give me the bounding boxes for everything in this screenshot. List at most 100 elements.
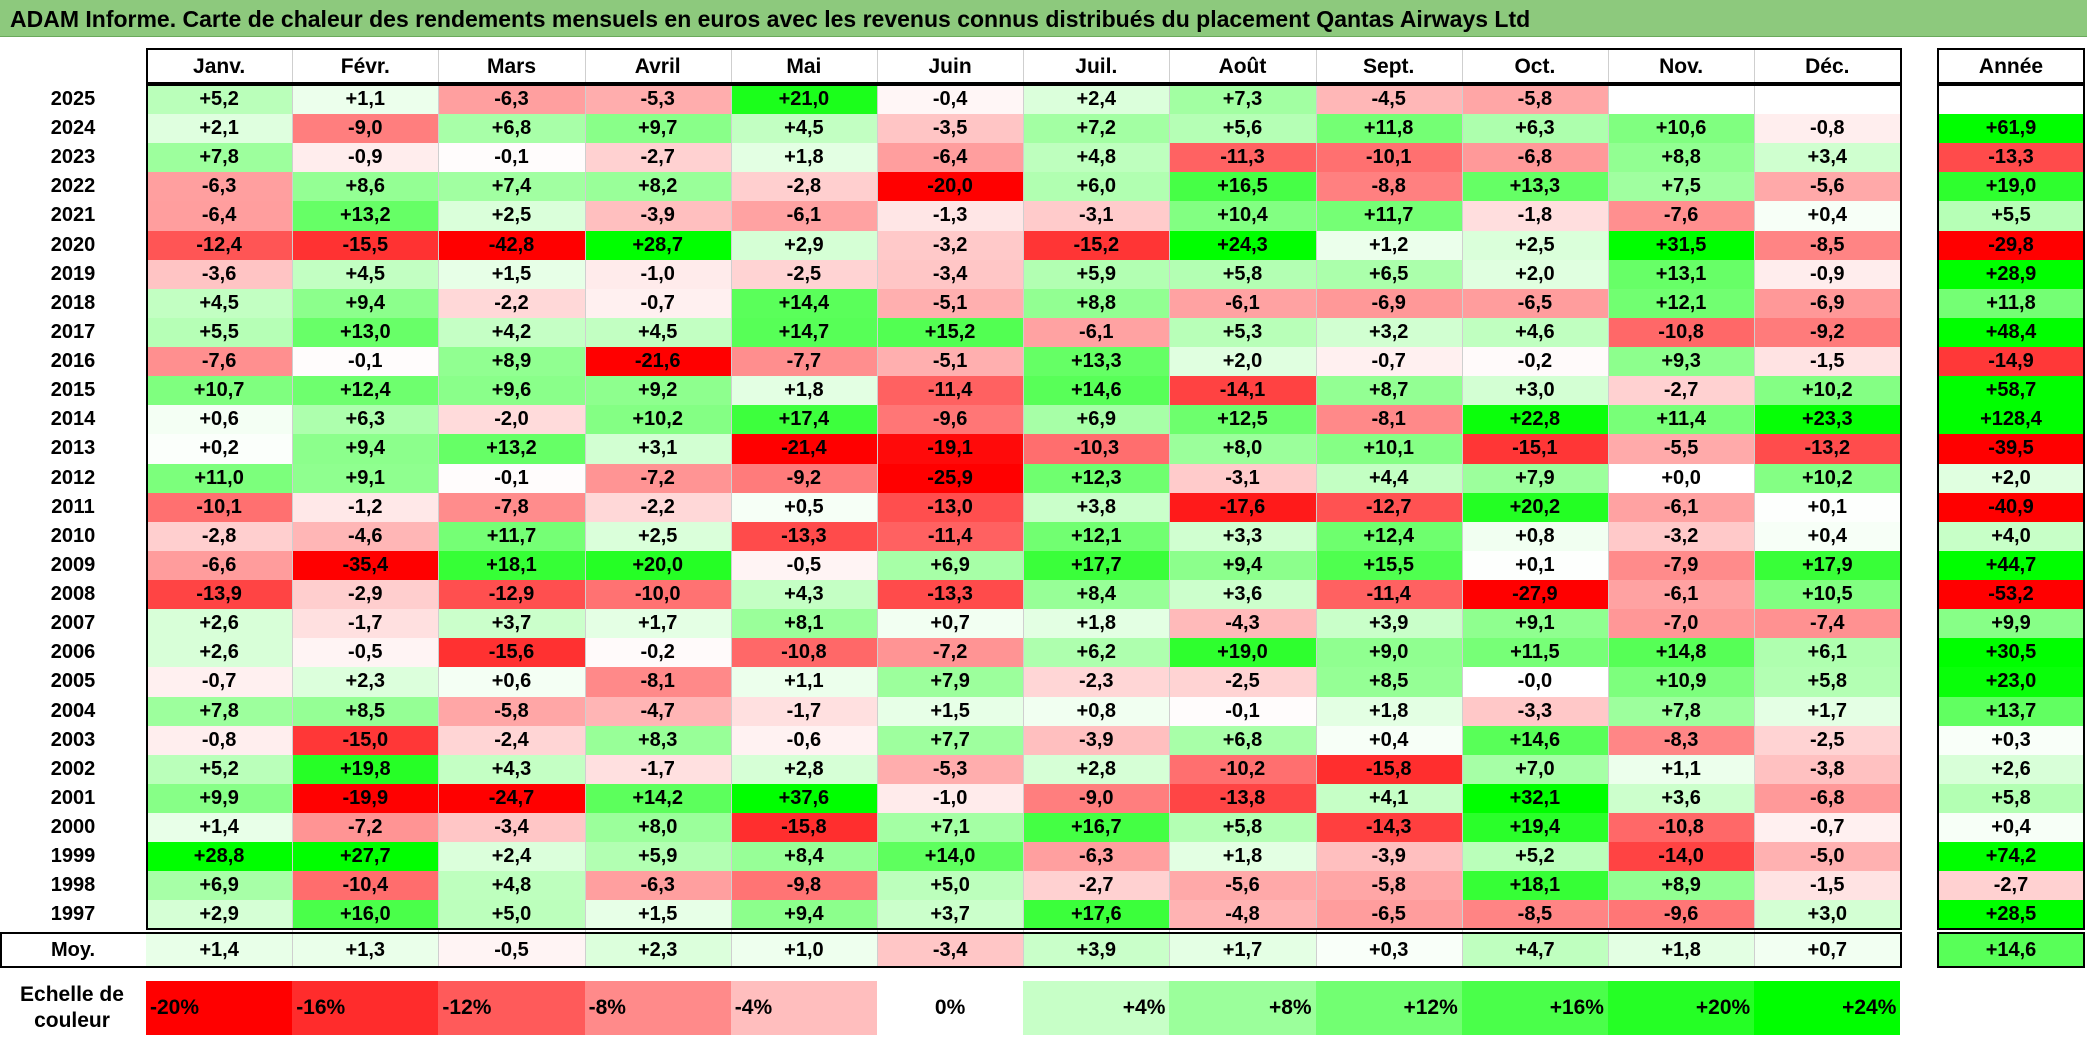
heatmap-cell: -0,8 — [1754, 114, 1901, 144]
annual-cell: +61,9 — [1938, 114, 2084, 144]
heatmap-cell: +7,5 — [1608, 172, 1755, 202]
annual-cell: +13,7 — [1938, 696, 2084, 726]
heatmap-cell: -6,6 — [146, 550, 293, 581]
row-year-label: 2015 — [50, 379, 96, 402]
heatmap-cell: -7,6 — [146, 347, 293, 377]
annual-cell: -2,7 — [1938, 871, 2084, 901]
color-scale-step: +20% — [1608, 981, 1755, 1035]
heatmap-cell: -5,3 — [584, 85, 731, 115]
annual-cell: -13,3 — [1938, 143, 2084, 173]
row-year-label: 2012 — [50, 466, 96, 489]
heatmap-cell: +9,0 — [1315, 638, 1462, 668]
heatmap-cell: +10,9 — [1608, 667, 1755, 697]
heatmap-cell: -2,3 — [1023, 667, 1170, 697]
heatmap-cell: -8,5 — [1461, 900, 1608, 930]
heatmap-cell: +32,1 — [1461, 783, 1608, 813]
heatmap-cell: -2,9 — [292, 580, 439, 610]
row-year-label: 1998 — [50, 874, 96, 897]
grid-line — [1169, 50, 1171, 966]
column-header: Févr. — [340, 55, 390, 78]
heatmap-cell: +13,2 — [292, 201, 439, 231]
row-year-label: 2013 — [50, 437, 96, 460]
heatmap-cell: +31,5 — [1608, 230, 1755, 260]
heatmap-cell: -2,5 — [1169, 667, 1316, 697]
heatmap-cell: +5,2 — [146, 85, 293, 115]
heatmap-cell: +18,1 — [438, 550, 585, 581]
heatmap-cell: +12,3 — [1023, 463, 1170, 493]
heatmap-cell: -1,8 — [1461, 201, 1608, 231]
heatmap-cell: +7,8 — [146, 696, 293, 726]
heatmap-cell: -5,1 — [877, 288, 1024, 318]
heatmap-cell: +9,3 — [1608, 347, 1755, 377]
heatmap-cell: -0,6 — [730, 725, 877, 755]
average-cell: +4,7 — [1461, 934, 1608, 966]
heatmap-cell: +6,5 — [1315, 259, 1462, 289]
heatmap-cell: +17,6 — [1023, 900, 1170, 930]
heatmap-cell: -5,3 — [877, 754, 1024, 784]
heatmap-cell: +9,2 — [584, 376, 731, 406]
average-cell: +2,3 — [584, 934, 731, 966]
heatmap-cell: +9,4 — [730, 900, 877, 930]
grid-line — [1023, 50, 1025, 966]
heatmap-cell: +2,8 — [730, 754, 877, 784]
chart-title: ADAM Informe. Carte de chaleur des rende… — [10, 6, 1531, 32]
heatmap-cell: +2,3 — [292, 667, 439, 697]
row-year-label: 2019 — [50, 262, 96, 285]
heatmap-cell: +5,9 — [584, 842, 731, 872]
row-year-label: 2017 — [50, 320, 96, 343]
heatmap-cell: +0,4 — [1754, 521, 1901, 551]
heatmap-cell: +8,2 — [584, 172, 731, 202]
heatmap-cell: -11,4 — [1315, 580, 1462, 610]
heatmap-cell: -5,1 — [877, 347, 1024, 377]
heatmap-cell: +2,1 — [146, 114, 293, 144]
heatmap-cell: -3,9 — [584, 201, 731, 231]
average-cell: -0,5 — [438, 934, 585, 966]
heatmap-cell: +7,8 — [146, 143, 293, 173]
row-year-label: 2003 — [50, 728, 96, 751]
heatmap-cell: -14,1 — [1169, 376, 1316, 406]
heatmap-cell: +16,7 — [1023, 813, 1170, 843]
heatmap-cell: +3,2 — [1315, 317, 1462, 348]
heatmap-cell: +24,3 — [1169, 230, 1316, 260]
heatmap-cell: -9,6 — [1608, 900, 1755, 930]
heatmap-cell: -4,7 — [584, 696, 731, 726]
color-scale-step: -12% — [438, 981, 585, 1035]
row-year-label: 2009 — [50, 553, 96, 576]
heatmap-cell: +14,6 — [1023, 376, 1170, 406]
year-column-header: Année — [1978, 55, 2044, 78]
heatmap-cell: +7,7 — [877, 725, 1024, 755]
heatmap-cell: -1,5 — [1754, 871, 1901, 901]
color-scale-step: +16% — [1461, 981, 1608, 1035]
heatmap-cell: -0,5 — [292, 638, 439, 668]
heatmap-cell: +11,7 — [438, 521, 585, 551]
color-scale-step: -4% — [730, 981, 877, 1035]
heatmap-cell: -2,8 — [730, 172, 877, 202]
heatmap-cell: +4,2 — [438, 317, 585, 348]
heatmap-cell: +21,0 — [730, 85, 877, 115]
heatmap-cell: +1,5 — [877, 696, 1024, 726]
heatmap-cell: -12,7 — [1315, 492, 1462, 522]
heatmap-cell: -1,5 — [1754, 347, 1901, 377]
heatmap-cell: +4,3 — [438, 754, 585, 784]
heatmap-cell: +11,8 — [1315, 114, 1462, 144]
heatmap-cell: -9,0 — [1023, 783, 1170, 813]
heatmap-cell: +3,0 — [1461, 376, 1608, 406]
row-year-label: 2004 — [50, 699, 96, 722]
heatmap-cell: -2,5 — [730, 259, 877, 289]
heatmap-cell: +0,6 — [146, 405, 293, 435]
heatmap-cell: -8,8 — [1315, 172, 1462, 202]
heatmap-cell: -5,8 — [1461, 85, 1608, 115]
row-year-label: 2008 — [50, 583, 96, 606]
heatmap-cell: -2,5 — [1754, 725, 1901, 755]
heatmap-cell: +28,8 — [146, 842, 293, 872]
heatmap-cell: -3,2 — [877, 230, 1024, 260]
grid-line — [438, 50, 440, 966]
heatmap-cell: +8,3 — [584, 725, 731, 755]
column-header: Juil. — [1075, 55, 1118, 78]
heatmap-cell: -5,8 — [438, 696, 585, 726]
heatmap-cell: -0,4 — [877, 85, 1024, 115]
heatmap-cell: +5,2 — [1461, 842, 1608, 872]
heatmap-cell: -10,0 — [584, 580, 731, 610]
heatmap-cell: +23,3 — [1754, 405, 1901, 435]
heatmap-cell — [1608, 85, 1755, 115]
